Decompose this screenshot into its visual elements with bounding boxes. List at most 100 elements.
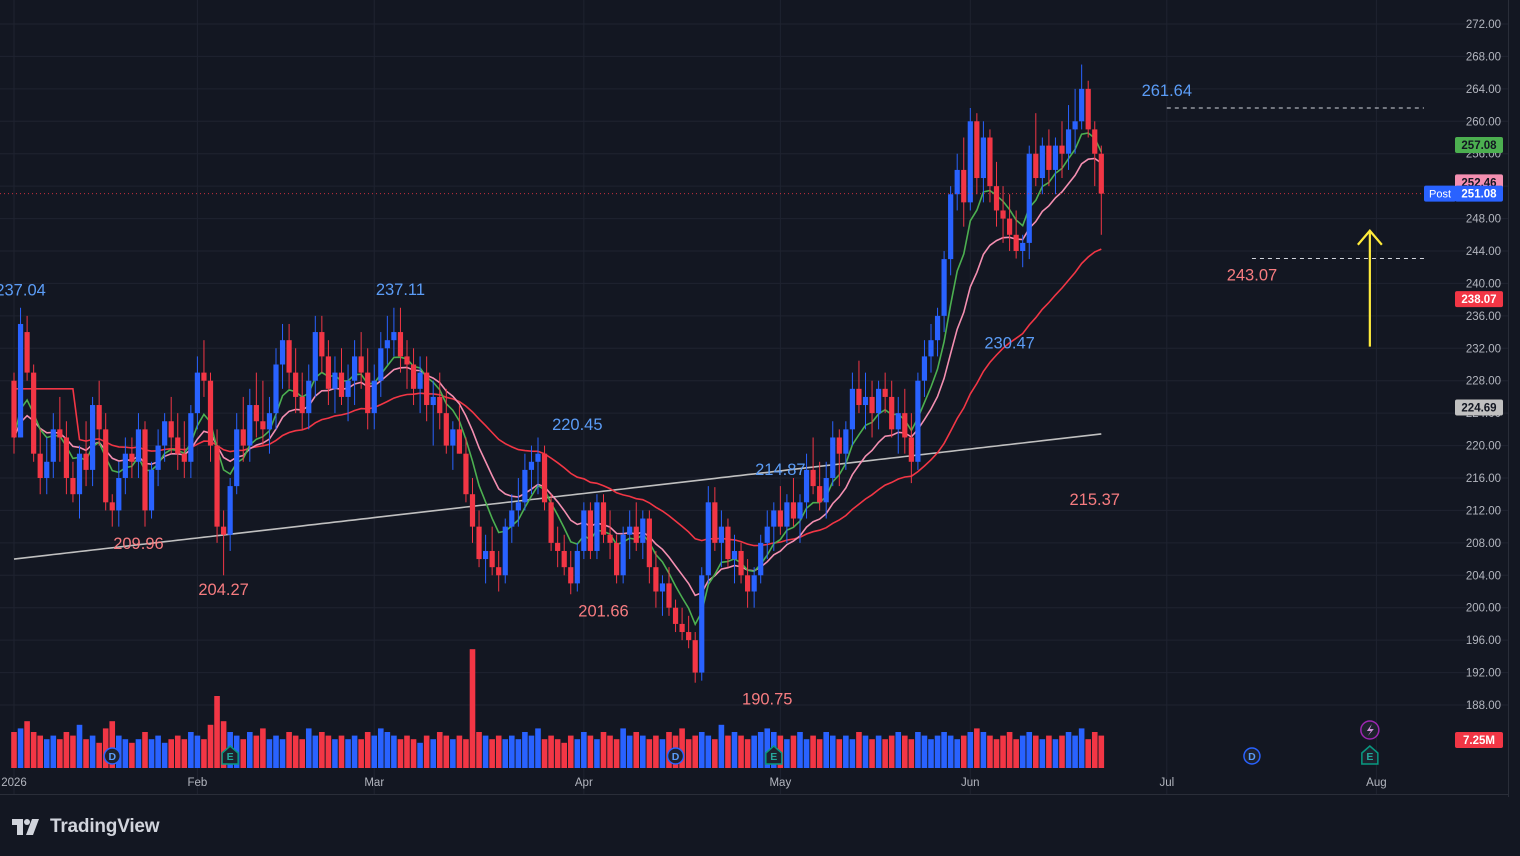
volume-bar (24, 721, 30, 768)
arrow-annotation (1357, 229, 1383, 347)
earnings-marker-icon (221, 745, 239, 765)
volume-bar (960, 735, 967, 768)
candle-body (417, 372, 423, 389)
candle-body (181, 453, 187, 462)
volume-bar (509, 735, 515, 768)
candle-body (148, 469, 155, 511)
candle-body (456, 429, 462, 454)
volume-bar (476, 732, 482, 768)
volume-bar (731, 732, 738, 768)
volume-bar (502, 739, 509, 768)
volume-bar (993, 739, 1000, 768)
dividend-marker-icon (666, 747, 685, 765)
volume-bar (790, 735, 797, 768)
volume-bar (620, 728, 626, 768)
volume-bar (410, 739, 417, 768)
volume-bar (174, 735, 181, 768)
candle-body (293, 372, 299, 397)
volume-bar (253, 735, 260, 768)
candle-body (967, 121, 973, 203)
candle-body (1020, 242, 1026, 251)
candle-body (450, 429, 456, 446)
candle-body (705, 502, 711, 576)
price-chart[interactable]: 237.04 209.96 204.27 237.11 220.45 201.66 214.… (0, 0, 1520, 797)
low-annotation: 204.27 (198, 581, 248, 599)
volume-bar (875, 735, 882, 768)
candle-body (830, 437, 836, 478)
time-tick-label: Jul (1159, 777, 1174, 789)
candle-body (37, 453, 43, 478)
candle-body (332, 372, 338, 389)
volume-bar (869, 739, 875, 768)
volume-bar (816, 739, 823, 768)
candle-body (397, 332, 404, 357)
low-annotation: 209.96 (113, 535, 163, 553)
volume-bar (843, 735, 849, 768)
volume-bar (50, 735, 57, 768)
volume-bar (653, 735, 659, 768)
high-annotation: 261.64 (1142, 82, 1192, 100)
footer-bar (0, 797, 1520, 856)
candle-body (168, 421, 174, 438)
volume-bar (142, 732, 148, 768)
candle-body (555, 542, 561, 551)
volume-bar (902, 735, 908, 768)
time-tick-label: Mar (364, 777, 384, 789)
candle-body (319, 332, 325, 357)
candle-body (489, 550, 495, 568)
volume-bar (482, 735, 489, 768)
volume-bar (338, 735, 345, 768)
volume-bar (659, 739, 666, 768)
price-badge: 238.07 (1455, 291, 1503, 308)
candle-body (90, 405, 96, 470)
volume-bar (1078, 728, 1085, 768)
candle-body (247, 405, 253, 446)
high-annotation: 230.47 (984, 335, 1034, 353)
volume-bar (705, 735, 712, 768)
volume-bar (882, 739, 888, 768)
candle-body (758, 542, 764, 576)
volume-bar (757, 732, 764, 768)
volume-bar (1091, 732, 1098, 768)
volume-bar (443, 735, 450, 768)
volume-bar (895, 732, 902, 768)
candle-body (57, 429, 63, 438)
candle-body (915, 380, 921, 462)
volume-bar (698, 732, 705, 768)
volume-bar (17, 728, 24, 768)
candle-body (679, 623, 685, 633)
volume-bar (378, 728, 384, 768)
price-badge-box (1455, 136, 1503, 153)
price-tick-label: 248.00 (1466, 214, 1501, 226)
volume-bar (122, 739, 129, 768)
volume-bar (541, 739, 548, 768)
candle-body (306, 380, 312, 414)
tradingview-brand[interactable]: TradingView (12, 814, 160, 840)
candle-body (463, 453, 469, 495)
candlesticks (11, 64, 1104, 683)
dividend-marker-icon (103, 747, 121, 765)
price-tick-label: 244.00 (1466, 246, 1501, 258)
candle-body (987, 137, 993, 187)
candle-body (980, 137, 986, 179)
price-badge-box (1455, 399, 1503, 416)
volume-bar (587, 735, 594, 768)
volume-bar (738, 735, 744, 768)
candle-body (155, 445, 161, 470)
volume-bar (319, 732, 325, 768)
volume-bar (810, 735, 816, 768)
event-marker-letter: E (227, 751, 234, 763)
candle-body (699, 575, 705, 673)
candle-body (31, 372, 37, 454)
time-axis[interactable]: 2026 Feb Mar Apr May Jun Jul Aug (1, 777, 1386, 789)
price-tick-label: 212.00 (1466, 505, 1501, 517)
time-tick-label: Jun (961, 777, 980, 789)
volume-bar (371, 735, 378, 768)
candle-body (24, 332, 30, 373)
candle-body (659, 583, 666, 592)
candle-body (784, 502, 790, 527)
volume-bar (888, 735, 895, 768)
volume-bar (469, 649, 476, 768)
